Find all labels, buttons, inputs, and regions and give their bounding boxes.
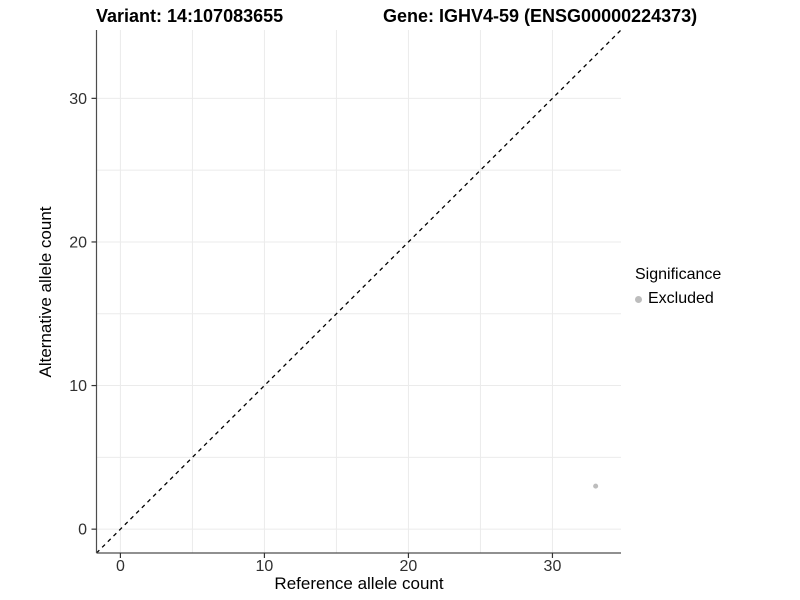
variant-title: Variant: 14:107083655 bbox=[96, 6, 284, 26]
identity-dashed-line bbox=[96, 29, 622, 554]
y-tick-label: 30 bbox=[69, 91, 87, 108]
y-axis-title: Alternative allele count bbox=[36, 206, 55, 378]
legend-key-dot-icon bbox=[635, 295, 642, 303]
x-tick-label: 20 bbox=[400, 558, 418, 575]
y-tick-label: 10 bbox=[69, 378, 87, 395]
legend: Significance Excluded bbox=[635, 266, 721, 308]
x-axis-title: Reference allele count bbox=[274, 574, 444, 593]
x-tick-label: 30 bbox=[544, 558, 562, 575]
x-tick-label: 0 bbox=[116, 558, 125, 575]
legend-title: Significance bbox=[635, 266, 722, 283]
legend-item-label: Excluded bbox=[648, 290, 714, 307]
legend-item-excluded: Excluded bbox=[635, 290, 721, 308]
y-tick-label: 0 bbox=[78, 522, 87, 539]
data-point bbox=[593, 483, 599, 489]
x-tick-label: 10 bbox=[256, 558, 274, 575]
gene-title: Gene: IGHV4-59 (ENSG00000224373) bbox=[383, 6, 698, 26]
y-tick-label: 20 bbox=[69, 234, 87, 251]
